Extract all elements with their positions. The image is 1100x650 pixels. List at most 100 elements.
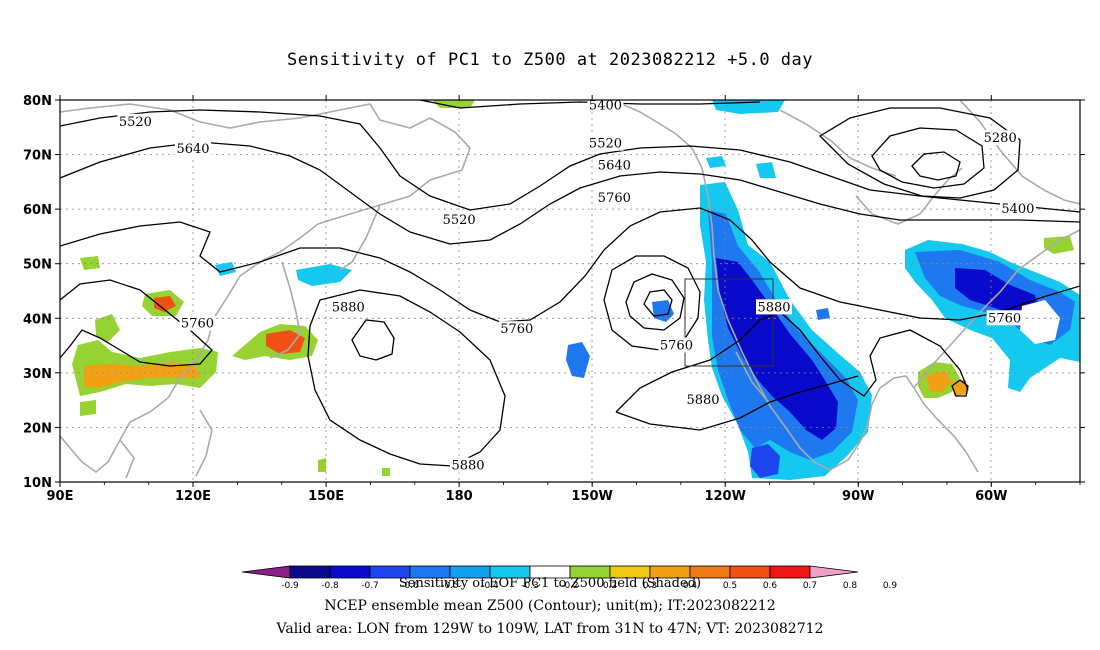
coast-philippines (195, 409, 213, 477)
green-speck-south (80, 400, 96, 416)
coast-northamerica (611, 100, 873, 471)
contour-5880-pacific (307, 289, 506, 467)
red-region-northchina (154, 296, 176, 312)
contour-5760-cutoff-outer (603, 255, 701, 351)
colorbar-label: 0.6 (763, 581, 778, 591)
contour-5760-asia (60, 279, 213, 367)
map-frame (59, 99, 1081, 483)
shaded-field (72, 100, 1080, 480)
coastlines (60, 100, 1080, 479)
contour-label: 5520 (119, 115, 152, 130)
lon-tick-label: 150W (571, 489, 612, 504)
contour-5880-east (615, 311, 969, 413)
lat-tick-label: 80N (23, 94, 52, 109)
contour-label: 5400 (589, 98, 622, 113)
contour-label: 5400 (1001, 202, 1034, 217)
valid-area-box (684, 278, 774, 367)
caption-line-3: Valid area: LON from 129W to 109W, LAT f… (276, 621, 824, 637)
orange-region-bermuda (952, 380, 968, 396)
lat-tick-label: 30N (23, 367, 52, 382)
colorbar-label: 0.8 (843, 581, 858, 591)
contour-5280-low-inner (911, 151, 961, 181)
lon-tick-label: 120W (704, 489, 745, 504)
lat-tick-label: 50N (23, 258, 52, 273)
z500-contours (60, 100, 1080, 467)
colorbar-label: 0.4 (683, 581, 698, 591)
green-speck-pacific2 (382, 468, 390, 476)
contour-5760-cutoff-mid (625, 273, 685, 331)
contour-5760-cutoff-inner (643, 289, 673, 317)
colorbar-label: -0.3 (521, 581, 539, 591)
coast-east (913, 229, 1080, 389)
coast-kamchatka (339, 204, 381, 271)
green-region-tibet (95, 314, 120, 342)
contour-label: 5760 (181, 317, 214, 332)
coast-gulf (871, 375, 979, 473)
lat-tick-label: 10N (23, 476, 52, 491)
caption-line-1: Sensitivity of EOF PC1 to Z500 field (Sh… (398, 576, 702, 591)
contour-label: 5760 (598, 191, 631, 206)
lon-tick-label: 90W (842, 489, 874, 504)
coast-arctic-islands (779, 109, 897, 177)
lon-tick-label: 90E (47, 489, 74, 504)
lon-tick-label: 60W (975, 489, 1007, 504)
colorbar-label: 0.7 (803, 581, 817, 591)
blue-speck-gulf (816, 308, 830, 320)
contour-5880-small-loop (351, 319, 395, 361)
lat-tick-label: 40N (23, 312, 52, 327)
contour-label: 5760 (660, 339, 693, 354)
contour-label: 5640 (176, 142, 209, 157)
colorbar-label: -0.7 (361, 581, 379, 591)
lon-tick-label: 180 (446, 489, 473, 504)
contour-5280-low-outer (818, 107, 1021, 199)
contour-label: 5880 (757, 300, 790, 315)
orange-region-caribbean (926, 370, 952, 392)
caption-line-2: NCEP ensemble mean Z500 (Contour); unit(… (324, 598, 776, 614)
colorbar-label: -0.9 (281, 581, 299, 591)
colorbar: -0.9 -0.8 -0.7 -0.6 -0.5 -0.4 -0.3 -0.2 0.2 0.3 0.… (241, 565, 898, 591)
coast-indochina (119, 439, 135, 479)
contour-label: 5640 (598, 158, 631, 173)
colorbar-label: 0.9 (883, 581, 898, 591)
green-region-arctic (432, 100, 475, 108)
colorbar-label: -0.6 (401, 581, 419, 591)
contour-label: 5880 (332, 300, 365, 315)
blue-region-pacific-small (652, 300, 674, 322)
blue-speck-kamchatka (296, 264, 352, 286)
coast-japan (269, 261, 301, 359)
lon-tick-label: 150E (308, 489, 344, 504)
contour-label-layer: 5520 5640 5400 5520 5640 5760 5520 5880 5760 5760… (117, 97, 1036, 474)
contour-label: 5880 (451, 459, 484, 474)
colorbar-label: -0.4 (481, 581, 499, 591)
contour-label: 5280 (984, 131, 1017, 146)
blue-region-west-coast-core (716, 258, 838, 440)
green-speck-pacific (318, 458, 326, 472)
lat-tick-label: 70N (23, 149, 52, 164)
orange-region-china (84, 362, 200, 388)
contour-label: 5760 (500, 322, 533, 337)
green-region-atlantic (1044, 236, 1074, 254)
contour-5640 (60, 141, 1080, 245)
contour-5520-north (60, 109, 1080, 213)
blue-region-cluster-south (750, 444, 780, 478)
contour-5760-loop (60, 207, 1080, 323)
contour-bermuda-ring (951, 379, 969, 397)
colorbar-label: 0.3 (643, 581, 657, 591)
colorbar-label: -0.8 (321, 581, 339, 591)
contour-5400-arctic (419, 100, 761, 109)
colorbar-label: -0.5 (441, 581, 459, 591)
blue-speck-alaska (706, 156, 726, 168)
colorbar-label: -0.2 (561, 581, 579, 591)
blue-region-baja (566, 342, 590, 378)
green-region-mongolia (80, 256, 100, 270)
contour-label: 5520 (443, 213, 476, 228)
blue-speck-canada (756, 162, 776, 178)
red-region-japan (266, 330, 305, 354)
coast-asia (60, 103, 471, 474)
contour-5880-south (615, 375, 859, 431)
lat-tick-label: 60N (23, 203, 52, 218)
plot-title: Sensitivity of PC1 to Z500 at 2023082212… (286, 50, 813, 70)
white-hole-atlantic (1020, 300, 1060, 344)
